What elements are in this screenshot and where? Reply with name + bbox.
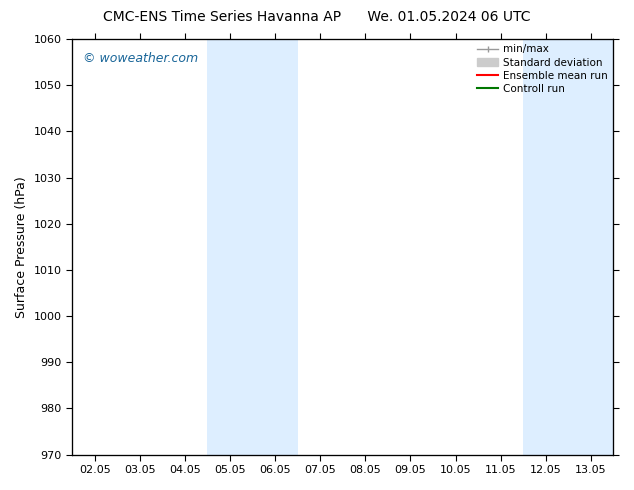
Bar: [207, 39, 297, 455]
Bar: [523, 39, 614, 455]
Text: CMC-ENS Time Series Havanna AP      We. 01.05.2024 06 UTC: CMC-ENS Time Series Havanna AP We. 01.05…: [103, 10, 531, 24]
Y-axis label: Surface Pressure (hPa): Surface Pressure (hPa): [15, 176, 28, 318]
Text: © woweather.com: © woweather.com: [83, 51, 198, 65]
Legend: min/max, Standard deviation, Ensemble mean run, Controll run: min/max, Standard deviation, Ensemble me…: [476, 42, 611, 96]
